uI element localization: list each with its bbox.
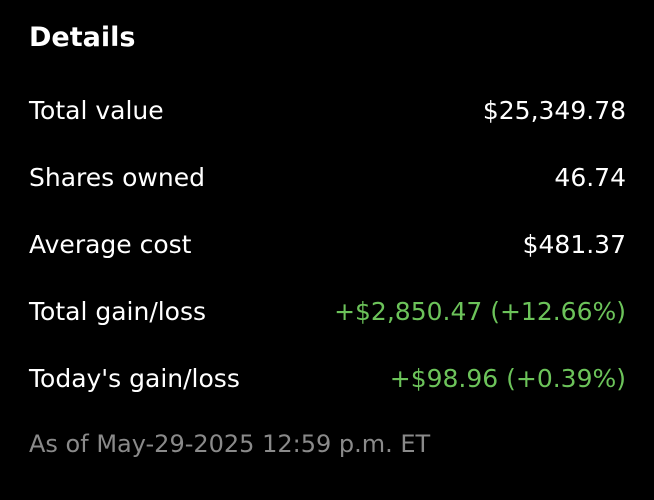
row-label: Total gain/loss [29, 296, 207, 326]
row-value: +$2,850.47 (+12.66%) [334, 296, 626, 326]
section-title: Details [29, 22, 136, 53]
row-value: $25,349.78 [482, 95, 626, 125]
row-label: Shares owned [29, 162, 205, 192]
detail-row: Total gain/loss +$2,850.47 (+12.66%) [29, 293, 626, 329]
row-value: 46.74 [554, 162, 626, 192]
row-value: +$98.96 (+0.39%) [389, 363, 626, 393]
detail-row: Shares owned 46.74 [29, 159, 626, 195]
detail-row: Today's gain/loss +$98.96 (+0.39%) [29, 360, 626, 396]
row-value: $481.37 [522, 229, 626, 259]
detail-row: Total value $25,349.78 [29, 92, 626, 128]
row-label: Today's gain/loss [29, 363, 240, 393]
row-label: Average cost [29, 229, 192, 259]
timestamp: As of May-29-2025 12:59 p.m. ET [29, 430, 431, 458]
detail-row: Average cost $481.37 [29, 226, 626, 262]
row-label: Total value [29, 95, 164, 125]
